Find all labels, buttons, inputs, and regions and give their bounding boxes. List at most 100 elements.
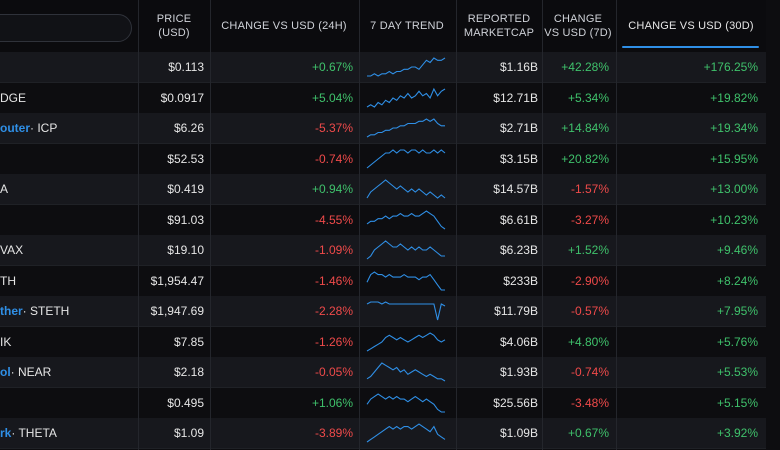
price-value: $52.53 [167, 151, 204, 166]
column-divider [359, 0, 360, 450]
change-30d-value: +10.23% [710, 212, 758, 227]
change-24h-value: -3.89% [314, 426, 353, 440]
sparkline-chart [366, 423, 446, 443]
trend-sparkline [362, 113, 450, 143]
change-7d-value: -0.57% [570, 304, 609, 318]
trend-sparkline [362, 266, 450, 296]
sparkline-line [366, 301, 446, 321]
asset-name[interactable]: outer · ICP [0, 113, 138, 143]
table-row[interactable]: IK $7.85 -1.26% $4.06B +4.80% +5.76% [0, 327, 780, 358]
change-7d-value: -3.48% [570, 395, 609, 410]
price-value: $1.09 [173, 426, 204, 440]
change-7d-value: -0.74% [570, 365, 609, 379]
marketcap-value: $2.71B [499, 121, 538, 135]
asset-link[interactable]: rk [0, 426, 12, 440]
col-7day-trend-header[interactable]: 7 DAY TREND [370, 20, 444, 32]
asset-name[interactable] [0, 144, 138, 174]
asset-name[interactable]: DGE [0, 83, 138, 113]
asset-name[interactable]: ther · STETH [0, 296, 138, 326]
table-row[interactable]: rk · THETA $1.09 -3.89% $1.09B +0.67% +3.92% [0, 418, 780, 449]
change-24h-value: +0.94% [311, 182, 353, 196]
table-row[interactable]: ther · STETH $1,947.69 -2.28% $11.79B -0.57%… [0, 296, 780, 327]
marketcap-value: $1.93B [499, 365, 538, 379]
change-24h-value: +5.04% [311, 90, 353, 105]
sparkline-chart [366, 331, 446, 351]
sparkline-line [366, 118, 445, 138]
trend-sparkline [362, 52, 450, 82]
price-value: $1,954.47 [150, 273, 204, 288]
sparkline-chart [366, 118, 445, 138]
table-row[interactable]: TH $1,954.47 -1.46% $233B -2.90% +8.24% [0, 266, 780, 297]
asset-name[interactable]: A [0, 174, 138, 204]
sparkline-line [366, 392, 445, 413]
asset-symbol: TH [0, 273, 16, 288]
asset-name[interactable]: ol · NEAR [0, 357, 138, 387]
price-value: $91.03 [167, 212, 204, 227]
sparkline-line [366, 423, 446, 443]
marketcap-value: $3.15B [499, 151, 538, 166]
col-change-30d-header[interactable]: CHANGE VS USD (30D) [628, 20, 754, 32]
change-24h-value: -0.74% [314, 151, 353, 166]
asset-name[interactable] [0, 52, 138, 82]
table-row[interactable]: VAX $19.10 -1.09% $6.23B +1.52% +9.46% [0, 235, 780, 266]
sparkline-line [367, 57, 446, 77]
change-7d-value: +0.67% [567, 426, 609, 440]
marketcap-value: $14.57B [493, 182, 538, 196]
marketcap-value: $12.71B [493, 90, 538, 105]
asset-name[interactable] [0, 388, 138, 418]
asset-name[interactable]: TH [0, 266, 138, 296]
table-row[interactable]: $0.495 +1.06% $25.56B -3.48% +5.15% [0, 388, 780, 419]
change-24h-value: -0.05% [314, 365, 353, 379]
change-24h-value: +0.67% [311, 60, 353, 74]
change-30d-value: +19.34% [710, 121, 758, 135]
table-row[interactable]: ol · NEAR $2.18 -0.05% $1.93B -0.74% +5.53% [0, 357, 780, 388]
marketcap-value: $4.06B [499, 334, 538, 349]
asset-link[interactable]: ther [0, 304, 23, 318]
trend-sparkline [362, 83, 450, 113]
change-7d-value: +42.28% [561, 60, 609, 74]
table-row[interactable]: $0.113 +0.67% $1.16B +42.28% +176.25% [0, 52, 780, 83]
asset-name[interactable]: VAX [0, 235, 138, 265]
price-value: $0.113 [168, 60, 204, 74]
sort-indicator [622, 46, 759, 48]
col-change-7d-header[interactable]: CHANGE VS USD (7D) [544, 13, 612, 39]
col-change-24h-header[interactable]: CHANGE VS USD (24H) [221, 20, 347, 32]
table-row[interactable]: outer · ICP $6.26 -5.37% $2.71B +14.84% +19.3… [0, 113, 780, 144]
change-24h-value: +1.06% [311, 395, 353, 410]
asset-symbol: DGE [0, 90, 27, 105]
change-24h-value: -2.28% [314, 304, 353, 318]
change-24h-value: -1.09% [314, 243, 353, 257]
col-marketcap-header[interactable]: REPORTED MARKETCAP [463, 13, 535, 39]
asset-link[interactable]: ol [0, 365, 11, 379]
change-30d-value: +7.95% [716, 304, 758, 318]
trend-sparkline [362, 327, 450, 357]
asset-name[interactable]: IK [0, 327, 138, 357]
asset-name[interactable]: rk · THETA [0, 418, 138, 448]
marketcap-value: $25.56B [493, 395, 538, 410]
change-30d-value: +5.15% [716, 395, 758, 410]
change-30d-value: +3.92% [716, 426, 758, 440]
table-row[interactable]: DGE $0.0917 +5.04% $12.71B +5.34% +19.82% [0, 83, 780, 114]
change-30d-value: +19.82% [710, 90, 758, 105]
trend-sparkline [362, 235, 450, 265]
table-row[interactable]: $91.03 -4.55% $6.61B -3.27% +10.23% [0, 205, 780, 236]
change-24h-value: -1.26% [314, 334, 353, 349]
asset-link[interactable]: outer [0, 121, 30, 135]
sparkline-line [366, 362, 446, 382]
sparkline-chart [366, 209, 446, 229]
sparkline-chart [366, 270, 445, 291]
change-24h-value: -4.55% [314, 212, 353, 227]
column-divider [542, 0, 543, 450]
change-7d-value: -3.27% [570, 212, 609, 227]
sparkline-line [366, 179, 446, 199]
asset-name[interactable] [0, 205, 138, 235]
sparkline-chart [366, 240, 445, 260]
price-value: $7.85 [173, 334, 204, 349]
col-price-header[interactable]: PRICE (USD) [156, 13, 192, 39]
table-row[interactable]: A $0.419 +0.94% $14.57B -1.57% +13.00% [0, 174, 780, 205]
search-input[interactable] [0, 14, 132, 42]
table-row[interactable]: $52.53 -0.74% $3.15B +20.82% +15.95% [0, 144, 780, 175]
sparkline-line [366, 148, 446, 168]
sparkline-chart [366, 301, 446, 321]
sparkline-chart [366, 179, 446, 199]
